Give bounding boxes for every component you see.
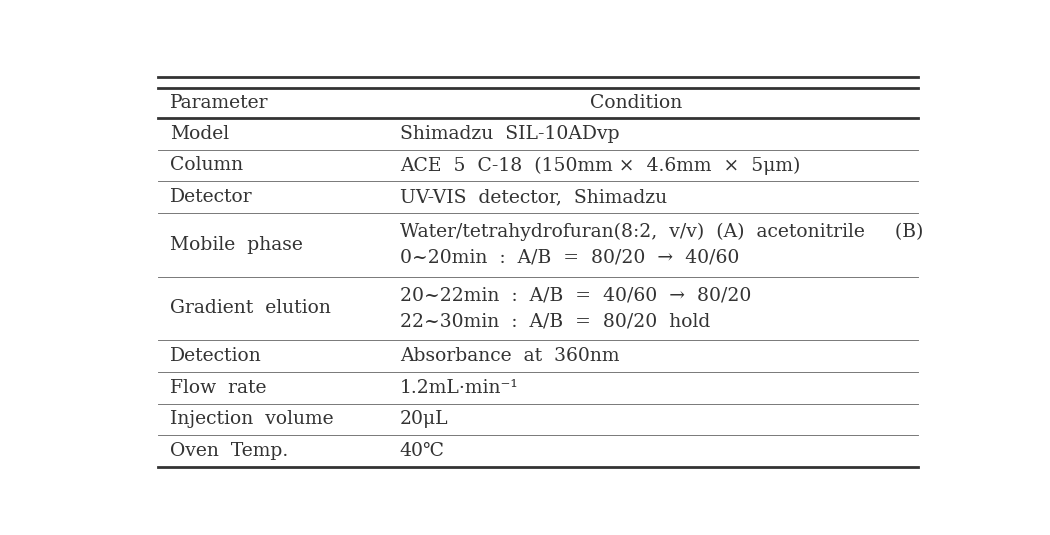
Text: Parameter: Parameter [170, 94, 269, 112]
Text: 22~30min  :  A/B  =  80/20  hold: 22~30min : A/B = 80/20 hold [400, 312, 710, 330]
Text: Detector: Detector [170, 188, 253, 206]
Text: 1.2mL·min⁻¹: 1.2mL·min⁻¹ [400, 379, 519, 396]
Text: 20μL: 20μL [400, 410, 448, 429]
Text: 0~20min  :  A/B  =  80/20  →  40/60: 0~20min : A/B = 80/20 → 40/60 [400, 248, 739, 266]
Text: Water/tetrahydrofuran(8:2,  v/v)  (A)  acetonitrile     (B): Water/tetrahydrofuran(8:2, v/v) (A) acet… [400, 223, 923, 241]
Text: Injection  volume: Injection volume [170, 410, 334, 429]
Text: Flow  rate: Flow rate [170, 379, 267, 396]
Text: Detection: Detection [170, 347, 262, 365]
Text: Condition: Condition [590, 94, 681, 112]
Text: ACE  5  C-18  (150mm ×  4.6mm  ×  5μm): ACE 5 C-18 (150mm × 4.6mm × 5μm) [400, 156, 800, 174]
Text: UV-VIS  detector,  Shimadzu: UV-VIS detector, Shimadzu [400, 188, 667, 206]
Text: Model: Model [170, 125, 230, 143]
Text: Absorbance  at  360nm: Absorbance at 360nm [400, 347, 620, 365]
Text: Shimadzu  SIL-10ADvp: Shimadzu SIL-10ADvp [400, 125, 620, 143]
Text: Column: Column [170, 156, 244, 174]
Text: Gradient  elution: Gradient elution [170, 299, 331, 317]
Text: Mobile  phase: Mobile phase [170, 236, 303, 254]
Text: 40℃: 40℃ [400, 442, 445, 460]
Text: 20~22min  :  A/B  =  40/60  →  80/20: 20~22min : A/B = 40/60 → 80/20 [400, 287, 751, 304]
Text: Oven  Temp.: Oven Temp. [170, 442, 289, 460]
